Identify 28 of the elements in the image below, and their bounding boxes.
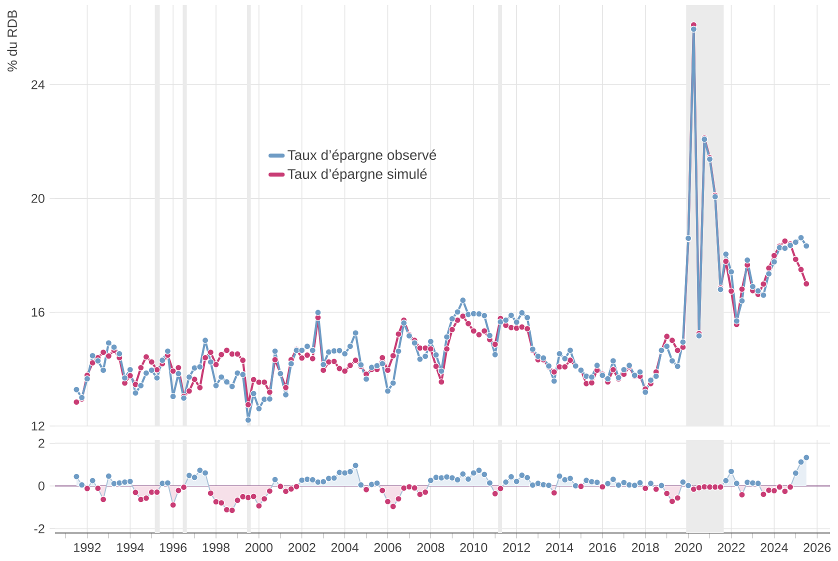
y-tick-label: 0 bbox=[38, 481, 44, 490]
y-tick-label: 2 bbox=[38, 438, 44, 448]
x-tick-label: 1994 bbox=[117, 543, 144, 552]
y-tick-label: 16 bbox=[32, 308, 44, 317]
x-tick-label: 1996 bbox=[160, 543, 187, 552]
x-tick-label: 2006 bbox=[374, 543, 402, 552]
y-axis-title: % du RDB bbox=[7, 10, 17, 72]
x-tick-label: 2018 bbox=[632, 543, 659, 552]
x-tick-label: 2000 bbox=[245, 543, 273, 552]
y-tick-label: 24 bbox=[32, 80, 45, 90]
y-tick-label: 12 bbox=[32, 422, 44, 430]
x-tick-label: 2012 bbox=[503, 543, 530, 552]
x-tick-label: 2024 bbox=[760, 543, 788, 552]
x-tick-label: 2022 bbox=[718, 543, 745, 552]
legend-label: Taux d’épargne observé bbox=[288, 150, 436, 163]
legend-label: Taux d’épargne simulé bbox=[288, 168, 427, 182]
x-tick-label: 2002 bbox=[288, 543, 316, 552]
x-tick-label: 2010 bbox=[460, 543, 488, 552]
x-tick-label: 2004 bbox=[331, 543, 359, 552]
x-tick-label: 2026 bbox=[804, 543, 831, 552]
x-tick-label: 2014 bbox=[546, 543, 574, 552]
y-tick-label: 20 bbox=[32, 194, 44, 203]
x-tick-label: 2016 bbox=[588, 543, 616, 552]
x-tick-label: 2020 bbox=[674, 543, 702, 552]
x-tick-label: 2008 bbox=[417, 543, 444, 552]
x-tick-label: 1998 bbox=[202, 543, 230, 552]
y-tick-label: -2 bbox=[34, 524, 44, 534]
x-tick-label: 1992 bbox=[74, 543, 101, 552]
